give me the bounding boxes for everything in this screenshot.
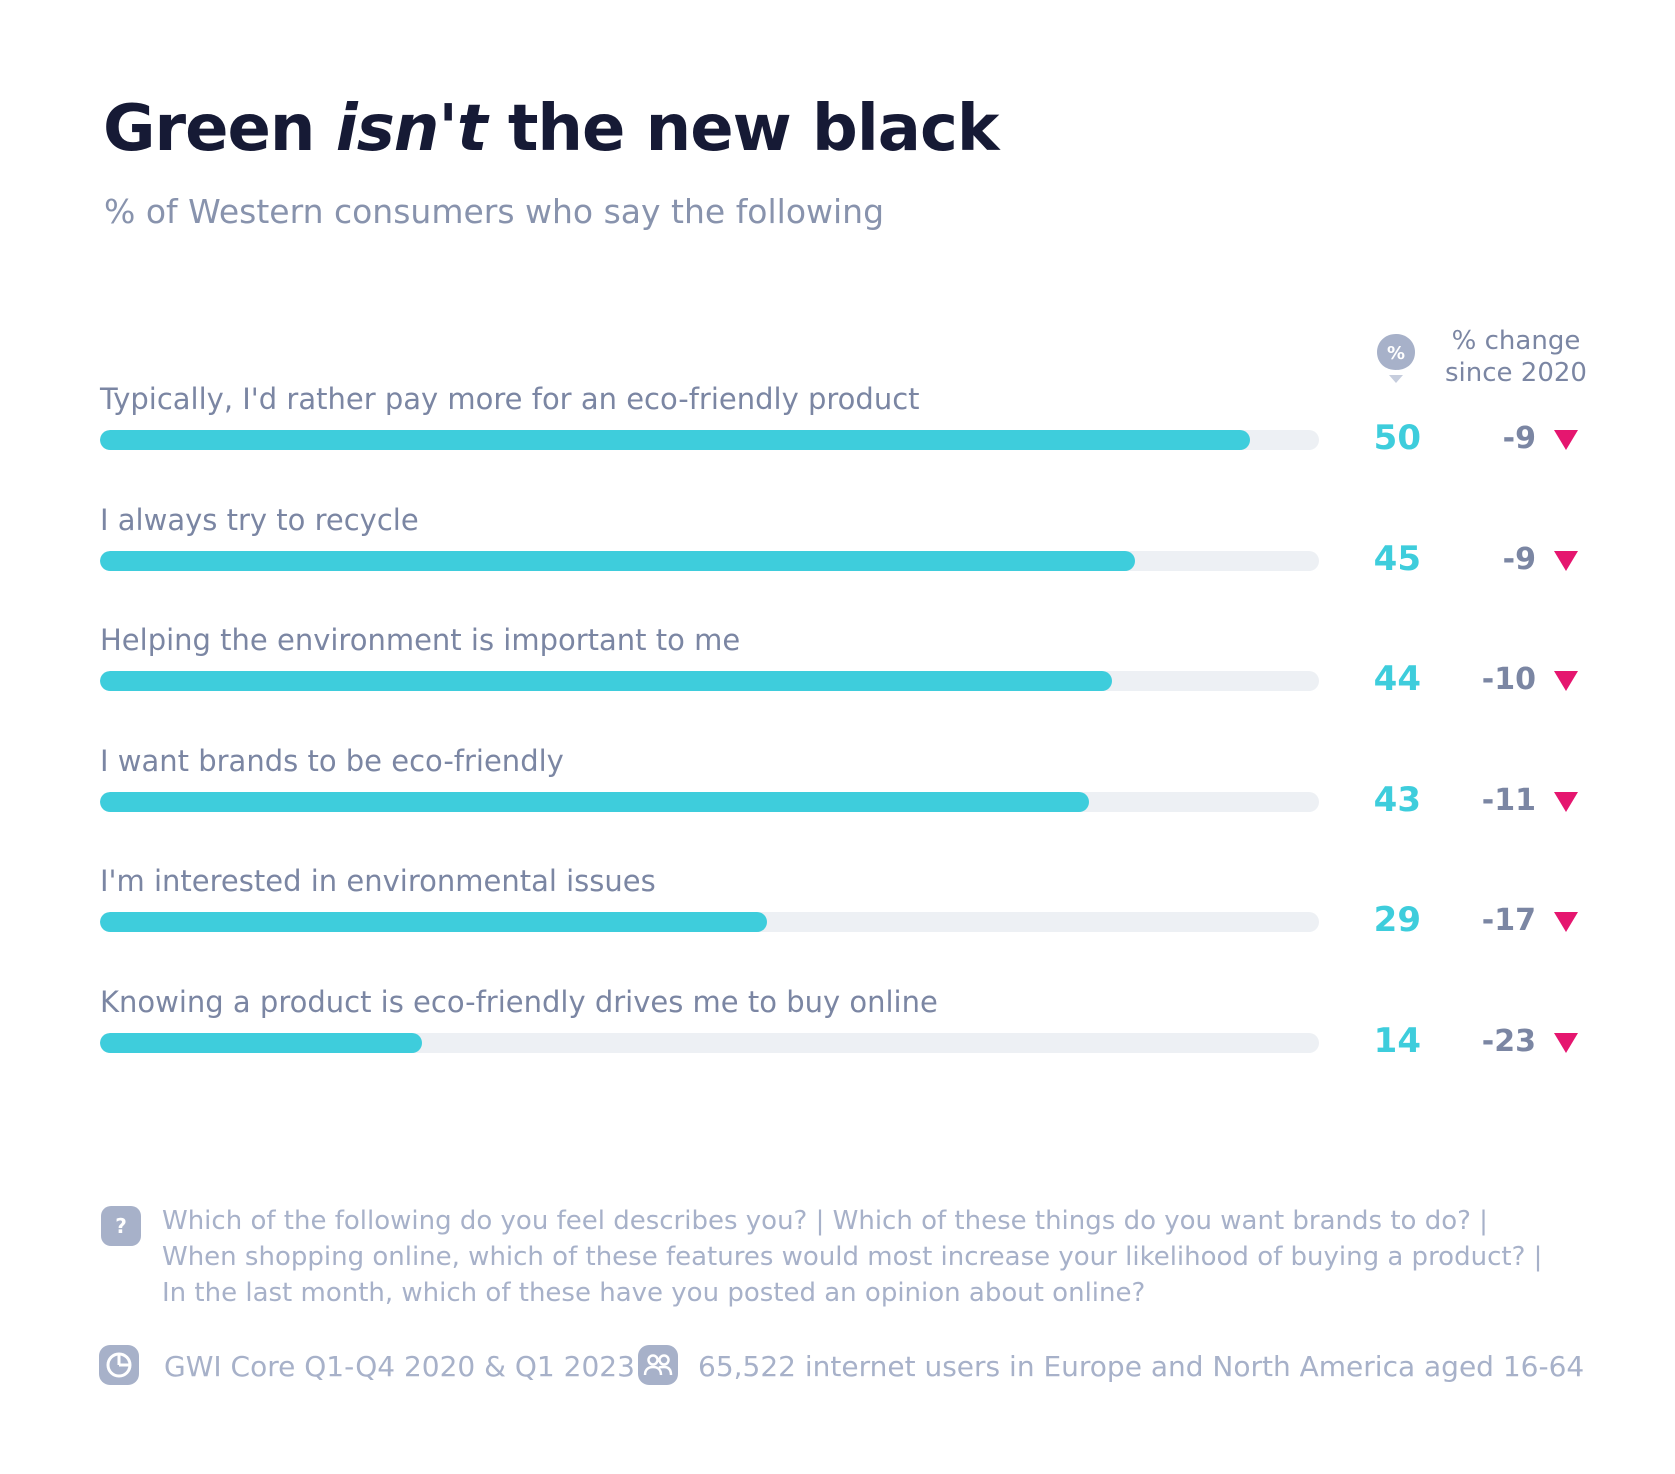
bar-label: Helping the environment is important to …	[100, 623, 741, 658]
bar-track	[100, 912, 1319, 933]
bar-label: Typically, I'd rather pay more for an ec…	[100, 382, 920, 416]
bar-value: 45	[1373, 538, 1421, 579]
bar	[100, 430, 1250, 450]
down-arrow-icon	[1554, 671, 1578, 692]
people-icon	[638, 1345, 678, 1385]
bar	[100, 912, 767, 933]
chart-subtitle: % of Western consumers who say the follo…	[104, 192, 885, 231]
bar-label: I'm interested in environmental issues	[100, 864, 656, 899]
bar-value: 44	[1373, 659, 1421, 700]
change-value: -9	[1502, 541, 1536, 577]
bar	[100, 791, 1089, 812]
bar-value: 29	[1373, 900, 1421, 941]
chart-logo-icon	[99, 1345, 139, 1385]
bar	[100, 671, 1112, 692]
question-line: In the last month, which of these have y…	[162, 1278, 1146, 1308]
bar	[100, 1033, 422, 1053]
change-header-line2: since 2020	[1445, 358, 1587, 388]
change-column-header: % change since 2020	[1430, 325, 1602, 389]
audience-base: 65,522 internet users in Europe and Nort…	[698, 1350, 1585, 1383]
bar-label: I always try to recycle	[100, 502, 419, 537]
down-arrow-icon	[1554, 550, 1578, 571]
question-line: When shopping online, which of these fea…	[162, 1242, 1543, 1272]
change-value: -11	[1481, 782, 1536, 818]
data-source: GWI Core Q1-Q4 2020 & Q1 2023	[164, 1350, 635, 1383]
percent-badge-label: %	[1387, 343, 1405, 364]
change-value: -23	[1481, 1024, 1536, 1059]
down-arrow-icon	[1554, 791, 1578, 812]
down-arrow-icon	[1554, 1033, 1578, 1053]
change-value: -10	[1481, 662, 1536, 698]
bar-label: Knowing a product is eco-friendly drives…	[100, 985, 938, 1019]
change-value: -17	[1481, 903, 1536, 939]
survey-questions: Which of the following do you feel descr…	[162, 1203, 1622, 1311]
down-arrow-icon	[1554, 912, 1578, 933]
down-arrow-icon	[1554, 430, 1578, 450]
bar-value: 43	[1373, 779, 1421, 820]
percent-badge-icon: %	[1377, 334, 1415, 383]
bar	[100, 550, 1135, 571]
bar-value: 14	[1373, 1021, 1421, 1061]
change-value: -9	[1502, 421, 1536, 456]
question-icon: ?	[101, 1206, 141, 1246]
question-line: Which of the following do you feel descr…	[162, 1206, 1488, 1236]
bar-track	[100, 430, 1319, 450]
bar-label: I want brands to be eco-friendly	[100, 743, 564, 778]
change-header-line1: % change	[1451, 326, 1581, 356]
bar-track	[100, 791, 1319, 812]
bar-track	[100, 671, 1319, 692]
bar-track	[100, 1033, 1319, 1053]
chart-title: Green isn't the new black	[103, 92, 999, 166]
bar-value: 50	[1373, 418, 1421, 458]
bar-track	[100, 550, 1319, 571]
